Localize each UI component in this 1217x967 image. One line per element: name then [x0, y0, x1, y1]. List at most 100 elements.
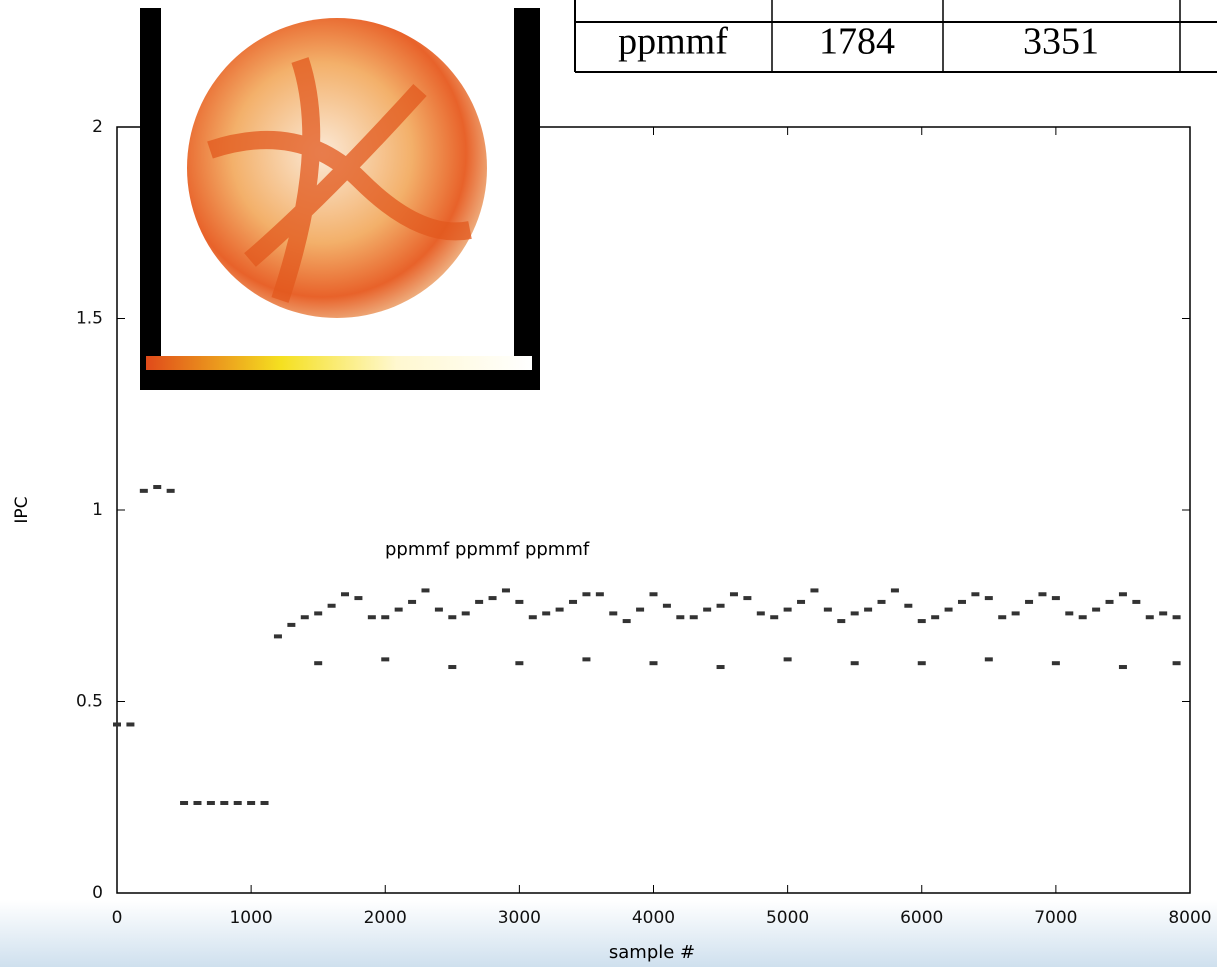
data-point [341, 592, 350, 597]
data-point [448, 615, 457, 620]
data-point [716, 603, 725, 608]
data-point [569, 599, 578, 604]
data-point [1025, 599, 1034, 604]
data-point [1038, 592, 1047, 597]
data-point [622, 619, 631, 624]
y-tick-label: 0 [92, 883, 103, 903]
data-point [421, 588, 430, 593]
data-point [1159, 611, 1168, 616]
data-point [448, 665, 457, 670]
data-point [837, 619, 846, 624]
data-point [542, 611, 551, 616]
data-point [1132, 599, 1141, 604]
data-point [582, 592, 591, 597]
data-point [528, 615, 537, 620]
data-point [689, 615, 698, 620]
data-point [1145, 615, 1154, 620]
data-point [381, 657, 390, 662]
data-point [408, 599, 417, 604]
data-point [1011, 611, 1020, 616]
data-point [475, 599, 484, 604]
data-point [193, 800, 202, 805]
data-point [273, 634, 282, 639]
data-point [153, 485, 162, 490]
data-point [367, 615, 376, 620]
x-tick-label: 7000 [1034, 908, 1077, 928]
data-point [609, 611, 618, 616]
x-axis-label: sample # [609, 942, 695, 963]
data-point [810, 588, 819, 593]
data-point [662, 603, 671, 608]
data-layer [113, 485, 1181, 805]
data-point [461, 611, 470, 616]
data-point [381, 615, 390, 620]
data-point [247, 800, 256, 805]
data-point [984, 657, 993, 662]
data-point [850, 661, 859, 666]
x-tick-label: 6000 [900, 908, 943, 928]
data-point [998, 615, 1007, 620]
data-point [113, 722, 121, 727]
data-point [1051, 661, 1060, 666]
y-tick-label: 0.5 [76, 692, 103, 712]
data-point [220, 800, 229, 805]
data-point [957, 599, 966, 604]
table-cell: 3351 [1023, 21, 1099, 63]
data-point [314, 661, 323, 666]
data-point [864, 607, 873, 612]
y-tick-label: 1 [92, 500, 103, 520]
data-point [743, 596, 752, 601]
data-point [716, 665, 725, 670]
data-point [260, 800, 269, 805]
data-point [904, 603, 913, 608]
data-point [555, 607, 564, 612]
data-point [917, 661, 926, 666]
data-point [944, 607, 953, 612]
data-point [877, 599, 886, 604]
data-point [1078, 615, 1087, 620]
data-point [756, 611, 765, 616]
data-point [703, 607, 712, 612]
data-point [166, 488, 175, 493]
data-point [823, 607, 832, 612]
x-tick-label: 5000 [766, 908, 809, 928]
x-tick-label: 8000 [1168, 908, 1211, 928]
data-point [890, 588, 899, 593]
data-point [1105, 599, 1114, 604]
data-point [850, 611, 859, 616]
data-point [1092, 607, 1101, 612]
table: ppmmf 1784 3351 [574, 0, 1217, 73]
data-point [971, 592, 980, 597]
data-point [354, 596, 363, 601]
y-tick-label: 2 [92, 117, 103, 137]
data-point [1051, 596, 1060, 601]
y-tick-label: 1.5 [76, 309, 103, 329]
data-point [729, 592, 738, 597]
x-tick-label: 0 [112, 908, 123, 928]
data-point [649, 592, 658, 597]
data-point [501, 588, 510, 593]
data-point [636, 607, 645, 612]
y-axis-label: IPC [12, 496, 32, 523]
annotation: ppmmf ppmmf ppmmf [385, 539, 590, 560]
data-point [1118, 665, 1127, 670]
data-point [783, 657, 792, 662]
x-tick-label: 3000 [498, 908, 541, 928]
data-point [233, 800, 242, 805]
data-point [917, 619, 926, 624]
x-tick-label: 1000 [229, 908, 272, 928]
data-point [394, 607, 403, 612]
data-point [327, 603, 336, 608]
data-point [434, 607, 443, 612]
data-point [180, 800, 189, 805]
data-point [649, 661, 658, 666]
data-point [314, 611, 323, 616]
data-point [300, 615, 309, 620]
data-point [770, 615, 779, 620]
x-tick-label: 4000 [632, 908, 675, 928]
inset-image [140, 8, 540, 390]
data-point [595, 592, 604, 597]
data-point [582, 657, 591, 662]
data-point [1172, 615, 1181, 620]
slide-footer [0, 900, 1217, 967]
